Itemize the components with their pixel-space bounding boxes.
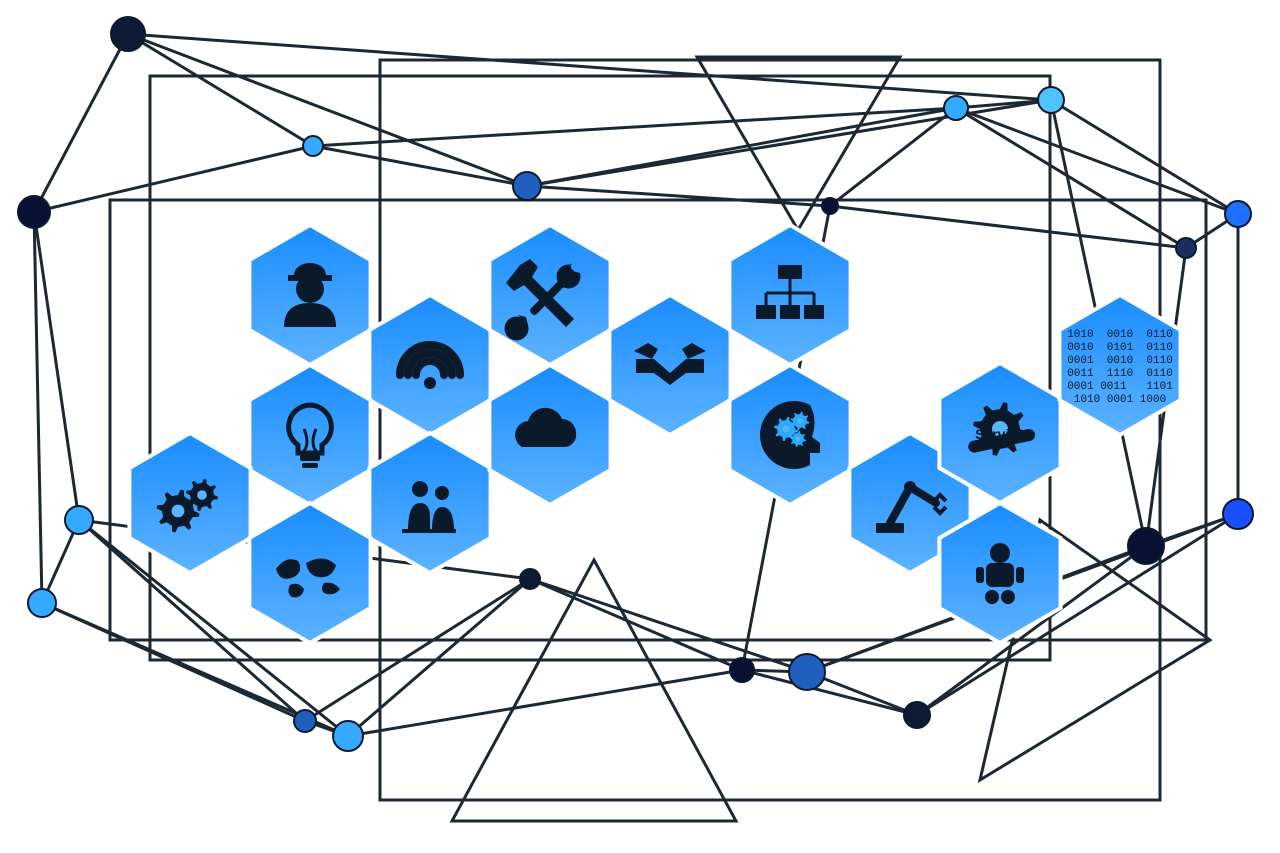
network-dot <box>1176 238 1196 258</box>
network-dot <box>904 702 930 728</box>
network-dot <box>944 96 968 120</box>
hex-cloud <box>489 365 610 505</box>
binary-line: 1010 0001 1000 <box>1074 394 1166 406</box>
hex-wifi <box>369 295 490 435</box>
hex-handshake <box>609 295 730 435</box>
binary-line: 1010 0010 0110 <box>1067 329 1173 341</box>
binary-line: 0001 0011 1101 <box>1067 381 1173 393</box>
binary-line: 0001 0010 0110 <box>1067 355 1173 367</box>
network-dot <box>1128 528 1164 564</box>
hex-orgchart <box>729 225 850 365</box>
hex-people <box>369 433 490 573</box>
binary-line: 0010 0101 0110 <box>1067 342 1173 354</box>
network-dot <box>111 17 145 51</box>
network-dot <box>28 589 56 617</box>
network-dot <box>1225 201 1251 227</box>
network-dot <box>513 172 541 200</box>
service-label: Service <box>975 426 1025 442</box>
network-dot <box>789 654 825 690</box>
hex-worldmap <box>249 503 370 643</box>
binary-icon: 1010 0010 01100010 0101 01100001 0010 01… <box>1067 329 1173 406</box>
hex-worker <box>249 225 370 365</box>
industry-network-diagram: Service1010 0010 01100010 0101 01100001 … <box>0 0 1280 853</box>
network-dot <box>1223 499 1253 529</box>
hex-tools <box>489 225 610 365</box>
binary-line: 0011 1110 0110 <box>1067 368 1173 380</box>
network-dot <box>520 569 540 589</box>
network-dot <box>18 196 50 228</box>
network-dot <box>303 136 323 156</box>
hexagon-cluster: Service1010 0010 01100010 0101 01100001 … <box>129 225 1180 643</box>
network-dot <box>1038 87 1064 113</box>
network-dot <box>294 710 316 732</box>
hex-brain <box>729 365 850 505</box>
network-dot <box>730 658 754 682</box>
hex-lightbulb <box>249 365 370 505</box>
network-dot <box>333 721 363 751</box>
network-dot <box>65 506 93 534</box>
network-dot <box>822 198 838 214</box>
hex-gears <box>129 433 250 573</box>
